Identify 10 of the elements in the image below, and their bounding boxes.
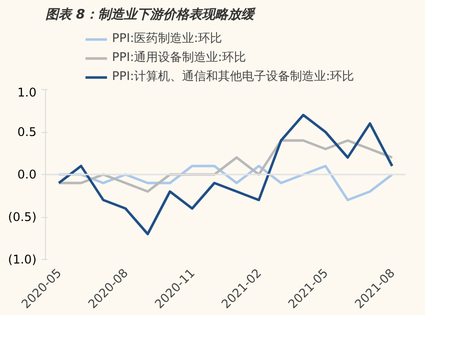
y-tick-label: (0.5) — [8, 210, 37, 224]
legend-label: PPI:通用设备制造业:环比 — [112, 49, 248, 66]
y-tick-label: 0.0 — [17, 168, 37, 182]
chart-title: 图表 8：制造业下游价格表现略放缓 — [46, 6, 256, 22]
y-tick-label: 1.0 — [17, 86, 37, 100]
line-series — [58, 114, 394, 236]
y-tick-label: (1.0) — [8, 252, 37, 266]
legend-label: PPI:计算机、通信和其他电子设备制造业:环比 — [112, 68, 356, 85]
legend-label: PPI:医药制造业:环比 — [112, 30, 224, 47]
y-tick-label: 0.5 — [17, 125, 37, 139]
